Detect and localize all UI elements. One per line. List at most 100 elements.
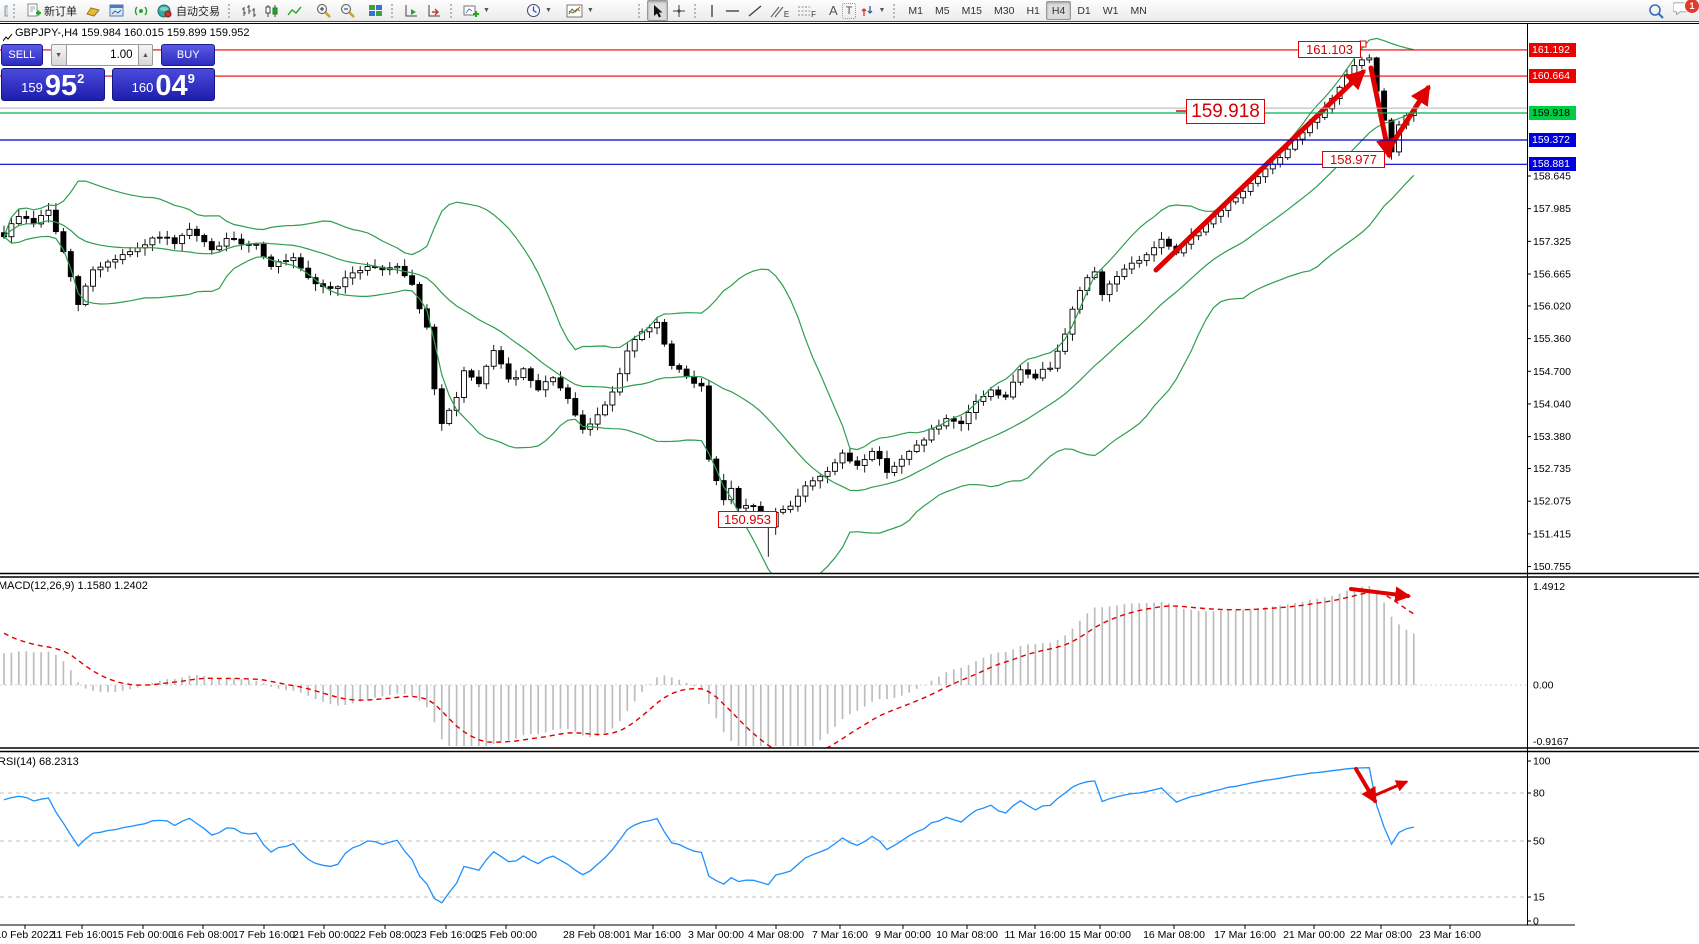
bar-chart-mode-button[interactable]: [237, 0, 260, 21]
time-axis-label: 7 Mar 16:00: [811, 929, 869, 941]
candle-body: [1076, 290, 1083, 310]
candle-body: [38, 215, 45, 225]
time-axis-label: 15 Feb 00:00: [112, 929, 174, 941]
y-axis-tick: 154.700: [1533, 366, 1571, 378]
line-chart-mode-button[interactable]: [283, 0, 306, 21]
arrows-tool-button[interactable]: ▼: [856, 0, 889, 21]
new-order-button[interactable]: 新订单: [22, 0, 81, 21]
text-tool-button[interactable]: A: [825, 0, 842, 21]
notifications-button[interactable]: 1: [1672, 0, 1699, 20]
candlestick-mode-button[interactable]: [260, 0, 283, 21]
trend-arrow[interactable]: [1153, 69, 1366, 273]
candle-body: [1025, 369, 1031, 375]
price-callout[interactable]: 158.977: [1322, 151, 1385, 168]
vertical-line-tool-button[interactable]: [703, 0, 721, 21]
periods-button[interactable]: ▼: [522, 0, 556, 21]
candle-body: [67, 251, 74, 278]
zoom-in-button[interactable]: [312, 0, 336, 21]
candle-body: [409, 275, 416, 285]
tf-M30[interactable]: M30: [994, 4, 1015, 17]
price-callout[interactable]: 161.103: [1298, 41, 1361, 58]
chart-shift-button[interactable]: [423, 0, 446, 21]
candle-body: [698, 382, 705, 387]
toolbar-grip[interactable]: [693, 3, 699, 18]
volume-increase-button[interactable]: ▲: [137, 44, 154, 66]
buy-price[interactable]: 160 04 9: [111, 68, 215, 101]
candle-body: [453, 397, 460, 411]
buy-button[interactable]: BUY: [161, 44, 216, 66]
search-icon[interactable]: [1648, 3, 1665, 19]
price-callout[interactable]: 159.918: [1186, 99, 1265, 124]
tf-MN[interactable]: MN: [1130, 4, 1147, 17]
bollinger-lower-band: [3, 174, 1415, 574]
strategy-tester-button[interactable]: [129, 0, 153, 21]
time-axis-label: 17 Mar 16:00: [1214, 929, 1276, 941]
sell-price[interactable]: 159 95 2: [1, 68, 105, 101]
candle-body: [23, 216, 30, 219]
autotrading-button[interactable]: 自动交易: [153, 0, 224, 21]
candle-body: [216, 245, 223, 251]
bar-chart-icon: [242, 4, 256, 17]
volume-decrease-button[interactable]: ▼: [50, 44, 67, 66]
cursor-tool-button[interactable]: [646, 0, 668, 21]
toolbar-grip[interactable]: [391, 3, 396, 18]
horizontal-line-tool-button[interactable]: [721, 0, 744, 21]
tf-M1[interactable]: M1: [908, 4, 923, 17]
candle-body: [550, 377, 557, 383]
candle-body: [861, 459, 868, 466]
symbol-icon: [2, 29, 13, 47]
candle-body: [1039, 368, 1046, 379]
crosshair-tool-button[interactable]: [668, 0, 690, 21]
trend-arrow[interactable]: [1384, 84, 1431, 155]
candle-body: [743, 505, 749, 509]
toolbar-grip[interactable]: [893, 3, 898, 18]
candle-body: [891, 465, 898, 473]
toolbar-clipped-icon[interactable]: [0, 1, 9, 20]
toolbar-grip[interactable]: [13, 3, 18, 18]
channel-tool-button[interactable]: E: [766, 0, 793, 21]
sell-button[interactable]: SELL: [1, 44, 43, 66]
price-badge: 159.372: [1529, 133, 1576, 147]
trendline-tool-button[interactable]: [744, 0, 766, 21]
text-label-tool-button[interactable]: T: [841, 2, 857, 19]
toolbar-grip[interactable]: [637, 3, 643, 18]
tf-H1[interactable]: H1: [1026, 4, 1040, 17]
fibonacci-tool-button[interactable]: F: [793, 0, 820, 21]
tf-M15[interactable]: M15: [961, 4, 983, 17]
tf-H4[interactable]: H4: [1045, 1, 1072, 20]
data-window-button[interactable]: [105, 0, 129, 21]
volume-input[interactable]: [66, 44, 138, 66]
candle-body: [461, 370, 467, 398]
macd-signal-line: [3, 591, 1415, 748]
market-watch-button[interactable]: [81, 0, 105, 21]
candle-body: [290, 257, 297, 262]
candle-body: [854, 460, 861, 466]
tf-W1[interactable]: W1: [1102, 4, 1119, 17]
toolbar-grip[interactable]: [450, 3, 455, 18]
price-callout[interactable]: 150.953: [718, 511, 777, 528]
tf-M5[interactable]: M5: [934, 4, 950, 17]
y-axis-tick: 156.020: [1533, 300, 1571, 312]
candle-body: [1136, 260, 1143, 264]
indicators-button[interactable]: ▼: [562, 0, 598, 21]
time-axis-label: 4 Mar 08:00: [747, 929, 805, 941]
candle-body: [839, 452, 846, 464]
time-axis-label: 22 Feb 08:00: [354, 929, 416, 941]
candle-body: [1247, 182, 1254, 192]
macd-label: MACD(12,26,9) 1.1580 1.2402: [0, 580, 148, 592]
candle-body: [438, 388, 445, 424]
tf-D1[interactable]: D1: [1077, 4, 1091, 17]
tile-windows-button[interactable]: [364, 0, 387, 21]
new-chart-button[interactable]: ▼: [459, 0, 494, 21]
auto-scroll-button[interactable]: [400, 0, 423, 21]
candle-body: [594, 414, 601, 425]
trend-arrow[interactable]: [1369, 780, 1409, 799]
time-axis-label: 28 Feb 08:00: [563, 929, 625, 941]
y-axis-tick: 152.735: [1533, 463, 1571, 475]
toolbar-grip[interactable]: [228, 3, 233, 18]
trend-arrow[interactable]: [1349, 586, 1412, 603]
rsi-axis-tick: 0: [1533, 916, 1539, 928]
zoom-out-button[interactable]: [336, 0, 360, 21]
crosshair-icon: [672, 4, 685, 17]
